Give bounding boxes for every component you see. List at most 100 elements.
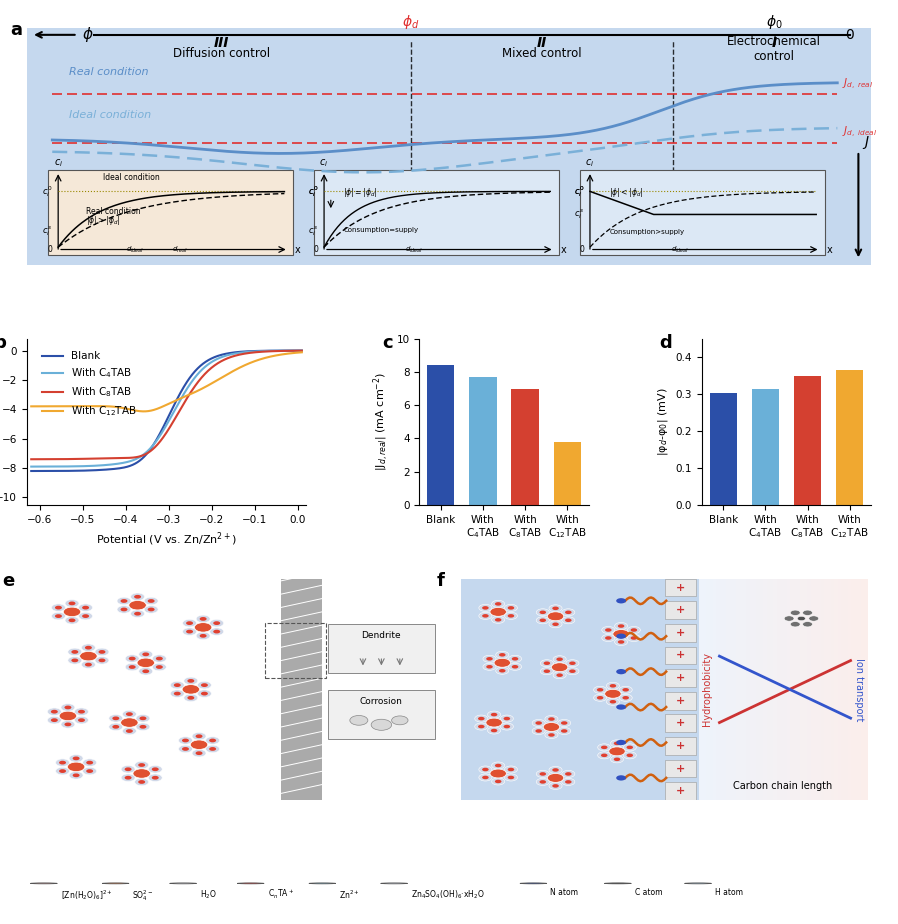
Circle shape (152, 767, 159, 772)
Circle shape (126, 712, 133, 716)
Circle shape (199, 634, 207, 638)
Circle shape (209, 738, 216, 742)
Circle shape (479, 774, 492, 781)
Text: $d_{ideal}$: $d_{ideal}$ (672, 245, 690, 255)
Text: $\phi_0$: $\phi_0$ (766, 13, 782, 31)
Circle shape (613, 629, 629, 638)
Circle shape (80, 651, 97, 661)
Circle shape (210, 619, 224, 626)
Text: b: b (0, 334, 6, 352)
Circle shape (179, 736, 192, 744)
Circle shape (99, 659, 105, 663)
Line: Blank: Blank (31, 350, 302, 471)
Circle shape (535, 722, 542, 724)
Circle shape (490, 607, 506, 616)
Circle shape (82, 606, 89, 610)
Circle shape (797, 616, 806, 621)
Circle shape (188, 696, 194, 699)
Circle shape (122, 711, 136, 718)
Circle shape (540, 618, 546, 622)
Text: +: + (676, 627, 685, 638)
Circle shape (139, 667, 153, 675)
Text: $d_{real}$: $d_{real}$ (172, 245, 189, 255)
Circle shape (392, 716, 408, 724)
Circle shape (618, 640, 624, 644)
Bar (511, 389, 539, 505)
Circle shape (117, 597, 131, 604)
Circle shape (130, 593, 145, 601)
FancyBboxPatch shape (665, 737, 696, 755)
Circle shape (566, 668, 579, 675)
Circle shape (478, 724, 485, 728)
Circle shape (135, 778, 149, 785)
Circle shape (153, 663, 166, 671)
Text: $\phi$: $\phi$ (82, 25, 93, 44)
Text: Corrosion: Corrosion (360, 697, 403, 706)
Circle shape (213, 621, 220, 625)
Bar (752, 389, 779, 505)
Blank (290, 345, 301, 356)
Circle shape (65, 706, 72, 710)
With C$_4$TAB (187, 375, 198, 386)
Text: $J_{d,\ ideal}$: $J_{d,\ ideal}$ (841, 126, 876, 140)
With C$_{12}$TAB (290, 347, 301, 359)
Text: $c_i^0$: $c_i^0$ (574, 184, 584, 199)
Circle shape (548, 612, 564, 621)
Text: H atom: H atom (715, 888, 743, 897)
Text: 0: 0 (48, 245, 52, 254)
Circle shape (533, 727, 545, 735)
Y-axis label: |φ$_d$-φ$_0$| (mV): |φ$_d$-φ$_0$| (mV) (656, 387, 670, 456)
Bar (281, 578, 322, 800)
Line: With C$_4$TAB: With C$_4$TAB (31, 350, 302, 467)
Circle shape (56, 759, 69, 766)
Circle shape (55, 614, 62, 618)
Circle shape (565, 611, 572, 614)
Circle shape (483, 663, 496, 670)
Circle shape (619, 694, 632, 701)
Circle shape (535, 729, 542, 733)
Circle shape (156, 665, 163, 669)
With C$_{12}$TAB (188, 387, 198, 398)
Circle shape (496, 667, 509, 675)
Circle shape (616, 669, 626, 675)
Circle shape (565, 780, 572, 784)
Circle shape (148, 765, 163, 773)
With C$_{12}$TAB (296, 346, 307, 358)
Circle shape (65, 600, 79, 607)
Text: Dendrite: Dendrite (362, 631, 401, 639)
Circle shape (508, 663, 522, 670)
Circle shape (145, 597, 158, 604)
Circle shape (120, 718, 138, 727)
Circle shape (482, 768, 489, 772)
Circle shape (536, 778, 550, 785)
Text: N atom: N atom (550, 888, 578, 897)
Circle shape (549, 621, 562, 627)
Circle shape (606, 699, 620, 705)
Circle shape (102, 882, 129, 884)
Circle shape (196, 615, 210, 623)
Circle shape (605, 628, 612, 632)
Circle shape (112, 716, 119, 720)
Circle shape (491, 778, 505, 785)
Text: +: + (676, 650, 685, 661)
With C$_{12}$TAB (248, 356, 259, 367)
Circle shape (482, 606, 489, 610)
Circle shape (198, 690, 211, 698)
Text: +: + (676, 718, 685, 728)
Circle shape (130, 610, 145, 617)
Text: 0: 0 (579, 245, 584, 254)
FancyBboxPatch shape (665, 647, 696, 664)
Text: Hydrophobicity: Hydrophobicity (702, 652, 712, 726)
Circle shape (190, 740, 207, 749)
Text: III: III (214, 36, 229, 50)
Circle shape (616, 634, 626, 638)
Circle shape (557, 674, 563, 677)
Circle shape (479, 604, 492, 612)
Circle shape (540, 780, 546, 784)
Circle shape (125, 767, 132, 772)
Text: $c_i^s$: $c_i^s$ (42, 225, 52, 238)
Circle shape (48, 716, 61, 723)
Circle shape (120, 599, 128, 602)
Circle shape (59, 760, 66, 764)
Circle shape (540, 772, 546, 776)
